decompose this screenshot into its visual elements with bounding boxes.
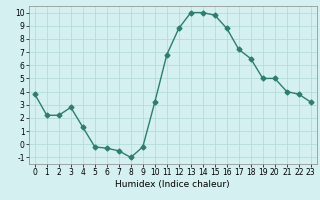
- X-axis label: Humidex (Indice chaleur): Humidex (Indice chaleur): [116, 180, 230, 189]
